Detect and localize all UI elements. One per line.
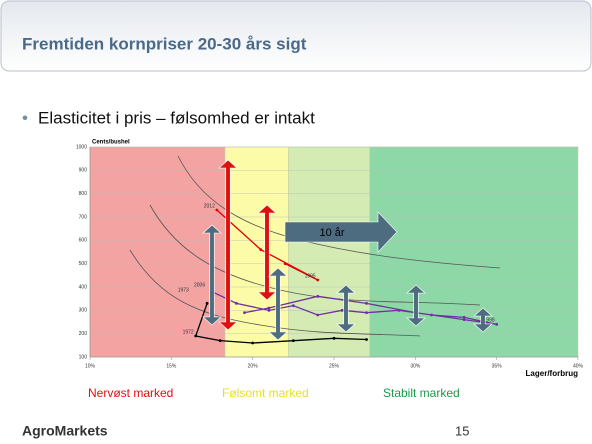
series-line xyxy=(216,209,319,281)
point xyxy=(243,311,246,315)
zone-label: Stabilt marked xyxy=(383,386,460,400)
point xyxy=(218,339,222,343)
x-tick-label: 10% xyxy=(85,363,96,369)
point xyxy=(291,339,295,343)
point xyxy=(397,308,401,312)
bullet-dot: • xyxy=(22,108,28,127)
y-tick-label: 600 xyxy=(79,238,88,244)
brand: AgroMarkets xyxy=(22,423,108,439)
point-label: 1995 xyxy=(305,273,316,279)
point xyxy=(430,313,433,317)
zone-label: Følsomt marked xyxy=(222,386,309,400)
point-label: 1972 xyxy=(183,329,194,335)
point xyxy=(259,248,263,252)
point-label: 1973 xyxy=(178,287,189,293)
point xyxy=(365,338,368,341)
point xyxy=(291,304,295,308)
zone-label: Nervøst marked xyxy=(88,386,173,400)
point xyxy=(462,318,466,322)
y-tick-label: 900 xyxy=(79,168,88,174)
point xyxy=(316,313,320,317)
y-tick-label: 300 xyxy=(79,308,88,314)
red-arrow xyxy=(257,204,277,301)
y-tick-label: 400 xyxy=(79,284,88,290)
annotation: 10 år xyxy=(319,227,344,239)
gray-arrow xyxy=(336,284,356,333)
point xyxy=(267,306,271,310)
x-tick-label: 20% xyxy=(248,363,259,369)
point xyxy=(332,336,336,340)
point xyxy=(462,315,466,319)
y-tick-label: 1000 xyxy=(76,144,87,150)
point xyxy=(316,294,320,298)
gray-arrow xyxy=(473,307,493,333)
gray-arrow xyxy=(202,224,222,326)
header-bar xyxy=(0,0,592,72)
point xyxy=(235,301,238,305)
slide-title: Fremtiden kornpriser 20-30 års sigt xyxy=(22,34,307,53)
point xyxy=(205,301,209,305)
gray-arrow xyxy=(268,267,288,341)
point xyxy=(365,311,368,315)
y-tick-label: 100 xyxy=(79,354,88,360)
zone xyxy=(89,146,226,358)
point-label: 2012 xyxy=(204,203,215,209)
x-tick-label: 40% xyxy=(573,363,584,369)
x-tick-label: 35% xyxy=(492,363,503,369)
point xyxy=(194,334,198,338)
point xyxy=(365,301,368,305)
point xyxy=(251,341,255,345)
y-axis-label: Cents/bushel xyxy=(92,140,130,146)
bullet-text: Elasticitet i pris – følsomhed er intakt xyxy=(38,108,315,127)
point xyxy=(283,262,287,266)
point-label: 2006 xyxy=(194,283,205,289)
point xyxy=(215,208,219,212)
time-arrow xyxy=(284,211,398,253)
point xyxy=(267,308,271,312)
y-tick-label: 200 xyxy=(79,331,88,337)
zone xyxy=(369,146,579,358)
y-tick-label: 700 xyxy=(79,214,88,220)
chart: 100 200 300 400 500 600 700 800 900 1000 10% 15% 20%… xyxy=(76,140,584,401)
point xyxy=(316,278,320,282)
demand-curve xyxy=(129,249,421,337)
page-number: 15 xyxy=(455,423,469,438)
x-tick-label: 25% xyxy=(329,363,340,369)
gray-arrow xyxy=(406,284,426,327)
y-tick-label: 500 xyxy=(79,261,88,267)
x-tick-label: 30% xyxy=(410,363,421,369)
point xyxy=(340,308,344,312)
y-tick-label: 800 xyxy=(79,191,88,197)
red-arrow xyxy=(218,159,238,331)
point-label: 1998 xyxy=(484,318,495,324)
x-axis-label: Lager/forbrug xyxy=(526,369,579,378)
x-tick-label: 15% xyxy=(166,363,177,369)
point xyxy=(495,322,499,326)
